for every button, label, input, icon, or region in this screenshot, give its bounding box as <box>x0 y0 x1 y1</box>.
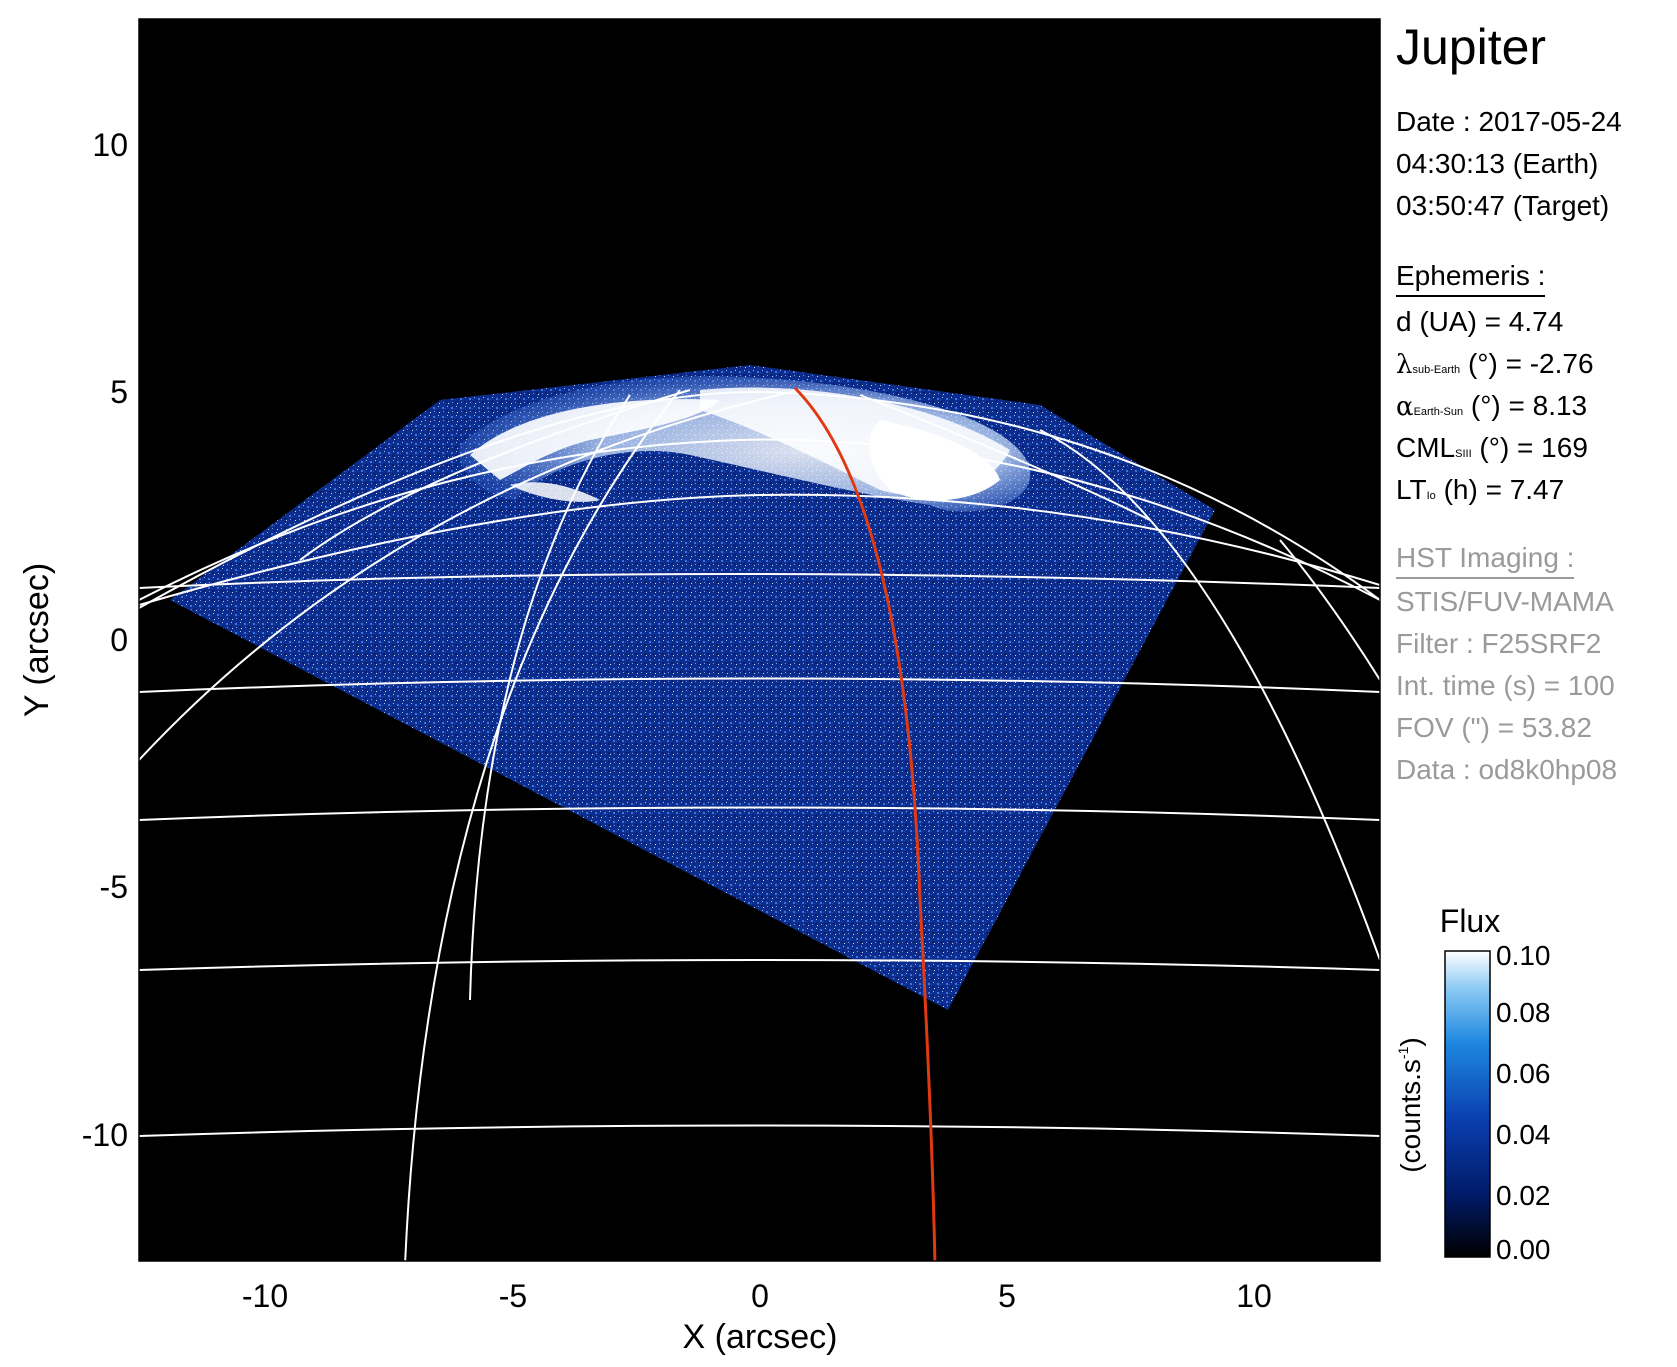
colorbar-title: Flux <box>1440 903 1500 939</box>
colorbar-tick-label: 0.02 <box>1496 1180 1551 1211</box>
phase-angle: αEarth-Sun (°) = 8.13 <box>1396 390 1588 422</box>
alpha-subscript: Earth-Sun <box>1413 406 1464 418</box>
field-of-view: FOV (") = 53.82 <box>1396 712 1592 743</box>
target-time: 03:50:47 (Target) <box>1396 190 1610 221</box>
filter-name: Filter : F25SRF2 <box>1396 628 1602 659</box>
y-tick-label: 5 <box>110 374 128 410</box>
central-meridian-longitude: CMLSIII (°) = 169 <box>1396 434 1588 462</box>
cml-label: CML <box>1396 432 1456 463</box>
colorbar: Flux 0.10 0.08 0.06 0.04 0.02 0.00 (coun… <box>1395 903 1551 1265</box>
y-tick-labels: 10 5 0 -5 -10 <box>82 127 128 1153</box>
y-axis-label: Y (arcsec) <box>18 563 56 717</box>
colorbar-gradient <box>1444 950 1491 1258</box>
lambda-symbol: λ <box>1396 350 1413 380</box>
colorbar-tick-label: 0.08 <box>1496 997 1551 1028</box>
dataset-id: Data : od8k0hp08 <box>1396 754 1618 785</box>
colorbar-tick-label: 0.00 <box>1496 1234 1551 1265</box>
latitude-longitude-grid <box>139 389 1380 1261</box>
y-tick-label: -5 <box>100 869 128 905</box>
plot-frame <box>138 18 1381 1262</box>
earth-time: 04:30:13 (Earth) <box>1396 148 1599 179</box>
lambda-subscript: sub-Earth <box>1412 364 1461 376</box>
alpha-value: (°) = 8.13 <box>1463 390 1588 421</box>
hst-imaging-header: HST Imaging : <box>1396 544 1575 579</box>
colorbar-tick-label: 0.04 <box>1496 1119 1551 1150</box>
y-tick-label: 0 <box>110 622 128 658</box>
central-meridian-line <box>793 386 937 1261</box>
instrument-name: STIS/FUV-MAMA <box>1396 586 1614 617</box>
lambda-value: (°) = -2.76 <box>1460 348 1594 379</box>
x-tick-labels: -10 -5 0 5 10 <box>242 1278 1272 1314</box>
cml-value: (°) = 169 <box>1471 432 1588 463</box>
y-tick-label: 10 <box>92 127 128 163</box>
distance-value: d (UA) = 4.74 <box>1396 306 1564 337</box>
colorbar-unit-label: (counts.s-1) <box>1395 1037 1426 1172</box>
x-tick-label: -10 <box>242 1278 288 1314</box>
ephemeris-header: Ephemeris : <box>1396 262 1546 297</box>
y-tick-label: -10 <box>82 1117 128 1153</box>
x-tick-label: -5 <box>499 1278 527 1314</box>
cml-subscript: SIII <box>1455 448 1472 460</box>
x-tick-label: 10 <box>1236 1278 1272 1314</box>
colorbar-tick-label: 0.06 <box>1496 1058 1551 1089</box>
lt-subscript: Io <box>1426 490 1436 502</box>
io-local-time: LTIo (h) = 7.47 <box>1396 476 1564 504</box>
x-tick-label: 0 <box>751 1278 769 1314</box>
alpha-symbol: α <box>1396 392 1414 422</box>
colorbar-unit-sup: -1 <box>1395 1046 1411 1059</box>
colorbar-unit-close: ) <box>1395 1037 1426 1046</box>
lt-label: LT <box>1396 474 1427 505</box>
x-axis-label: X (arcsec) <box>683 1318 838 1356</box>
integration-time: Int. time (s) = 100 <box>1396 670 1615 701</box>
colorbar-tick-label: 0.10 <box>1496 940 1551 971</box>
observation-footprint <box>170 365 1215 1010</box>
observation-date: Date : 2017-05-24 <box>1396 106 1622 137</box>
planet-title: Jupiter <box>1396 19 1547 75</box>
colorbar-unit-main: (counts.s <box>1395 1059 1426 1173</box>
sub-earth-latitude: λsub-Earth (°) = -2.76 <box>1396 348 1594 380</box>
x-tick-label: 5 <box>998 1278 1016 1314</box>
lt-value: (h) = 7.47 <box>1435 474 1565 505</box>
